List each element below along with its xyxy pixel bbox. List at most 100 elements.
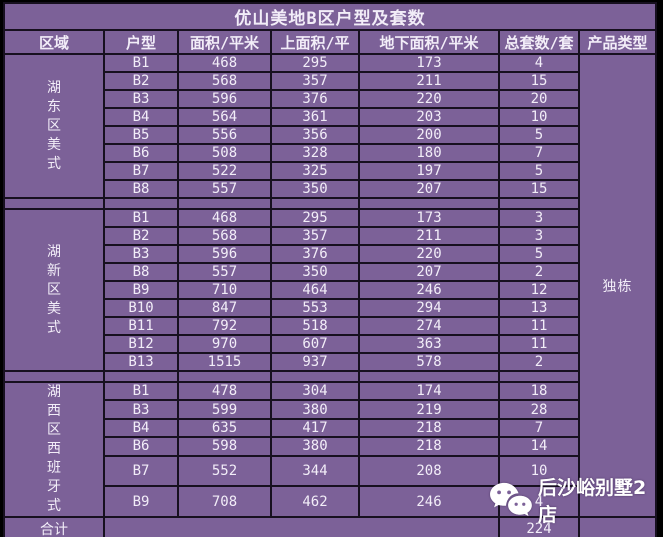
column-header-product-type: 产品类型 (577, 29, 658, 55)
above-ground-area-cell: 553 (270, 298, 360, 318)
above-ground-area-cell: 328 (270, 143, 360, 163)
above-ground-area-cell: 304 (270, 380, 360, 402)
area-cell: 1515 (177, 352, 272, 372)
total-units-cell: 11 (498, 334, 580, 354)
spacer-cell (103, 370, 179, 383)
table-row: B4 564 361 203 10 (4, 107, 656, 127)
unit-type-cell: B1 (103, 208, 179, 228)
total-units-cell: 15 (498, 179, 580, 199)
total-merged-empty-cell (103, 516, 500, 537)
unit-type-cell: B3 (103, 89, 179, 109)
total-units-cell: 4 (498, 485, 580, 518)
region-label: 湖东区美式 (3, 53, 105, 199)
total-units-cell: 2 (498, 352, 580, 372)
above-ground-area-cell: 295 (270, 53, 360, 73)
column-header-unit-type: 户型 (103, 29, 179, 55)
total-units-cell: 28 (498, 399, 580, 420)
total-units-cell: 3 (498, 208, 580, 228)
above-ground-area-cell: 357 (270, 71, 360, 91)
basement-area-cell: 274 (358, 316, 500, 336)
basement-area-cell: 180 (358, 143, 500, 163)
unit-type-cell: B4 (103, 107, 179, 127)
table-row: B11 792 518 274 11 (4, 316, 656, 336)
total-units-cell: 12 (498, 280, 580, 300)
basement-area-cell: 203 (358, 107, 500, 127)
area-cell: 599 (177, 399, 272, 420)
area-cell: 522 (177, 161, 272, 181)
spacer-cell (177, 197, 272, 210)
table-row: B10 847 553 294 13 (4, 298, 656, 318)
above-ground-area-cell: 356 (270, 125, 360, 145)
area-cell: 596 (177, 244, 272, 264)
total-units-cell: 20 (498, 89, 580, 109)
total-units-cell: 5 (498, 161, 580, 181)
total-units-cell: 4 (498, 53, 580, 73)
spacer-cell (358, 370, 500, 383)
unit-type-cell: B8 (103, 262, 179, 282)
region-label-text: 湖东区美式 (47, 79, 61, 172)
basement-area-cell: 211 (358, 71, 500, 91)
column-header-area: 面积/平米 (177, 29, 272, 55)
above-ground-area-cell: 607 (270, 334, 360, 354)
basement-area-cell: 173 (358, 208, 500, 228)
unit-type-cell: B11 (103, 316, 179, 336)
total-units-cell: 5 (498, 244, 580, 264)
table-row: B8 557 350 207 15 (4, 179, 656, 199)
area-cell: 710 (177, 280, 272, 300)
basement-area-cell: 200 (358, 125, 500, 145)
area-cell: 708 (177, 485, 272, 518)
basement-area-cell: 218 (358, 436, 500, 457)
product-type-cell: 独栋 (577, 53, 658, 518)
unit-type-cell: B9 (103, 280, 179, 300)
table-row: B9 708 462 246 4 (4, 485, 656, 518)
above-ground-area-cell: 464 (270, 280, 360, 300)
basement-area-cell: 246 (358, 280, 500, 300)
above-ground-area-cell: 361 (270, 107, 360, 127)
basement-area-cell: 173 (358, 53, 500, 73)
above-ground-area-cell: 325 (270, 161, 360, 181)
unit-type-cell: B3 (103, 399, 179, 420)
table-row: B13 1515 937 578 2 (4, 352, 656, 372)
basement-area-cell: 208 (358, 454, 500, 488)
above-ground-area-cell: 380 (270, 436, 360, 457)
spacer-cell (177, 370, 272, 383)
area-cell: 557 (177, 179, 272, 199)
table-row: B6 598 380 218 14 (4, 436, 656, 457)
area-cell: 468 (177, 53, 272, 73)
above-ground-area-cell: 380 (270, 399, 360, 420)
total-units-sum-cell: 224 (498, 516, 580, 537)
spacer-cell (270, 197, 360, 210)
area-cell: 568 (177, 71, 272, 91)
table-row: B3 596 376 220 20 (4, 89, 656, 109)
area-cell: 468 (177, 208, 272, 228)
total-units-cell: 15 (498, 71, 580, 91)
area-cell: 478 (177, 380, 272, 402)
unit-type-cell: B13 (103, 352, 179, 372)
above-ground-area-cell: 937 (270, 352, 360, 372)
spacer-cell (3, 370, 105, 383)
unit-type-cell: B2 (103, 71, 179, 91)
total-row: 合计 224 (3, 516, 658, 537)
table-row: B2 568 357 211 15 (4, 71, 656, 91)
unit-type-cell: B1 (103, 53, 179, 73)
total-units-cell: 11 (498, 316, 580, 336)
unit-type-cell: B5 (103, 125, 179, 145)
area-cell: 847 (177, 298, 272, 318)
total-units-cell: 5 (498, 125, 580, 145)
basement-area-cell: 363 (358, 334, 500, 354)
table-row: B3 599 380 219 28 (4, 399, 656, 420)
column-header-basement-area: 地下面积/平米 (358, 29, 500, 55)
basement-area-cell: 207 (358, 179, 500, 199)
table-row: 湖东区美式 B1 468 295 173 4 独栋 (3, 53, 658, 518)
basement-area-cell: 220 (358, 89, 500, 109)
spacer-cell (498, 370, 580, 383)
unit-type-cell: B12 (103, 334, 179, 354)
above-ground-area-cell: 376 (270, 244, 360, 264)
spacer-cell (3, 197, 105, 210)
header-row: 区域 户型 面积/平米 上面积/平 地下面积/平米 总套数/套 产品类型 (3, 29, 658, 55)
unit-type-cell: B6 (103, 436, 179, 457)
area-cell: 557 (177, 262, 272, 282)
table-row: B8 557 350 207 2 (4, 262, 656, 282)
